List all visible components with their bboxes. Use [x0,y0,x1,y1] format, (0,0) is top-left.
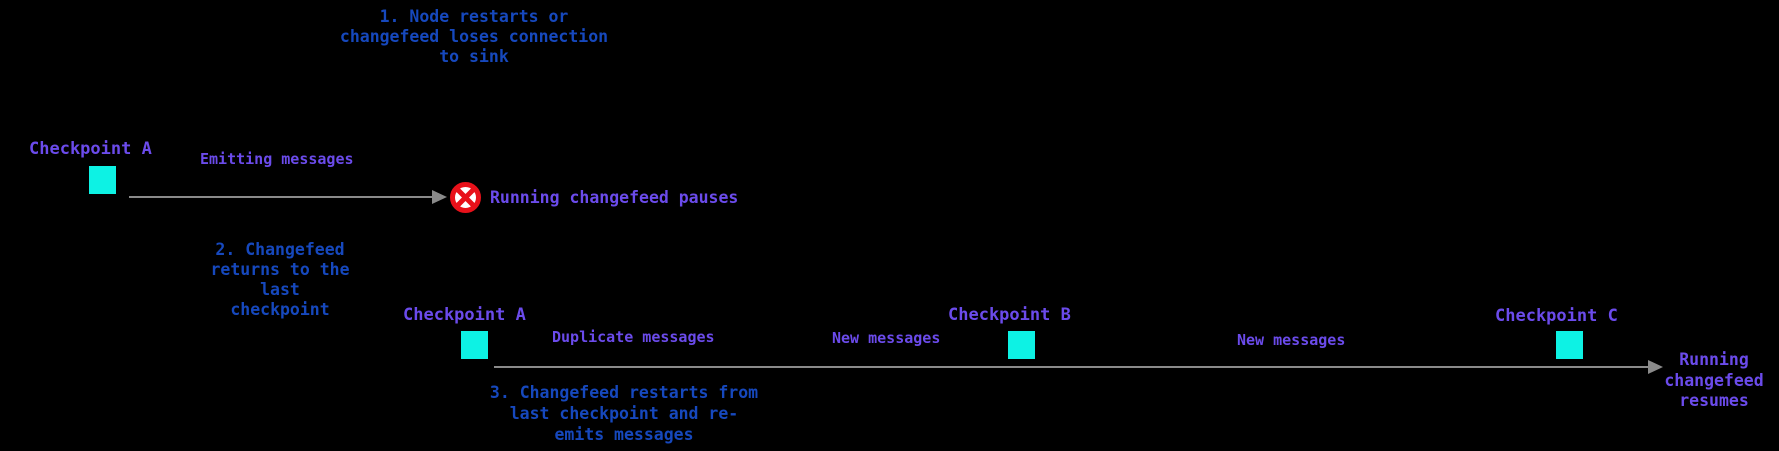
timeline2-resumes-label: Running changefeed resumes [1664,350,1764,410]
timeline1-arrowhead-icon [432,190,447,204]
timeline2-new-messages-label-2: New messages [1237,331,1346,349]
timeline1-checkpoint-a-marker [89,166,116,194]
timeline2-arrow-line [494,366,1648,368]
timeline2-checkpoint-b-marker [1008,331,1035,359]
timeline1-pauses-label: Running changefeed pauses [490,188,739,207]
timeline2-duplicate-messages-label: Duplicate messages [552,328,715,346]
timeline1-emitting-messages-label: Emitting messages [200,150,354,168]
step-3-note: 3. Changefeed restarts from last checkpo… [489,383,759,444]
timeline2-checkpoint-c-marker [1556,331,1583,359]
crossed-circle-icon [449,181,482,214]
timeline2-checkpoint-a-marker [461,331,488,359]
timeline1-arrow-line [129,196,433,198]
step-2-note: 2. Changefeed returns to the last checkp… [210,240,350,319]
timeline1-checkpoint-a-label: Checkpoint A [29,139,152,159]
timeline2-arrowhead-icon [1648,360,1663,374]
timeline2-checkpoint-b-label: Checkpoint B [948,305,1071,325]
step-1-note: 1. Node restarts or changefeed loses con… [339,7,609,66]
timeline2-new-messages-label-1: New messages [832,329,941,347]
timeline2-checkpoint-c-label: Checkpoint C [1495,306,1618,326]
timeline2-checkpoint-a-label: Checkpoint A [403,305,526,325]
